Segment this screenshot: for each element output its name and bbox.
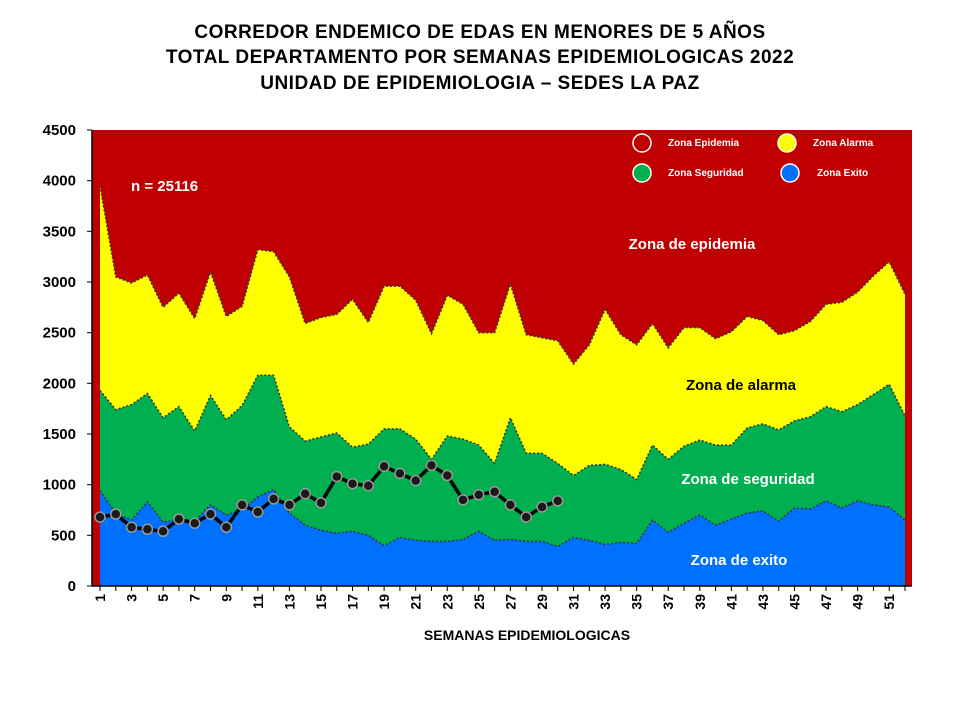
observed-point-week-4 [141, 523, 154, 536]
y-tick-label-1000: 1000 [43, 477, 76, 494]
x-tick-label-41: 41 [723, 594, 739, 610]
observed-point-week-22 [425, 459, 438, 472]
legend: Zona Epidemia Zona Alarma Zona Seguridad Zo… [632, 133, 874, 183]
y-tick-label-2500: 2500 [43, 325, 76, 342]
plot-area [92, 130, 912, 586]
x-tick-label-19: 19 [376, 594, 392, 610]
legend-label-2: Zona Seguridad [668, 168, 744, 179]
zone-alarma-boundary [99, 185, 906, 366]
y-tick-label-500: 500 [51, 527, 76, 544]
y-tick-label-2000: 2000 [43, 375, 76, 392]
legend-marker-0 [632, 133, 652, 153]
observed-point-week-26 [488, 486, 501, 498]
x-tick-label-37: 37 [660, 594, 676, 610]
y-tick-label-3000: 3000 [43, 274, 76, 291]
chart-title-line-2: TOTAL DEPARTAMENTO POR SEMANAS EPIDEMIOL… [165, 47, 795, 68]
observed-point-week-16 [331, 470, 343, 483]
observed-point-week-13 [283, 499, 296, 511]
observed-point-week-24 [457, 494, 469, 506]
x-tick-label-1: 1 [92, 594, 108, 602]
observed-point-week-23 [441, 469, 454, 482]
x-tick-label-5: 5 [155, 594, 171, 602]
y-tick-label-4500: 4500 [43, 122, 76, 139]
observed-point-week-8 [204, 508, 217, 520]
x-tick-label-29: 29 [534, 594, 550, 610]
legend-marker-3 [780, 163, 800, 183]
x-tick-label-21: 21 [408, 594, 424, 610]
chart-title-line-3: UNIDAD DE EPIDEMIOLOGIA – SEDES LA PAZ [260, 73, 700, 94]
y-tick-label-1500: 1500 [43, 426, 76, 443]
zone-exito-boundary [99, 488, 906, 548]
x-axis-label: SEMANAS EPIDEMIOLOGICAS [424, 627, 630, 643]
sample-size-annotation: n = 25116 [131, 178, 198, 195]
observed-point-week-12 [267, 493, 280, 505]
y-tick-label-4000: 4000 [43, 173, 76, 190]
zone-label-exito: Zona de exito [691, 552, 788, 569]
zone-seguridad-boundary [99, 374, 906, 481]
observed-point-week-30 [551, 495, 564, 507]
observed-point-week-25 [473, 489, 485, 501]
observed-point-week-6 [173, 513, 185, 525]
observed-point-week-9 [220, 521, 233, 533]
zone-label-epidemia: Zona de epidemia [629, 236, 756, 253]
observed-point-week-5 [157, 525, 169, 538]
x-tick-label-7: 7 [187, 594, 203, 602]
observed-point-week-2 [110, 508, 122, 520]
x-tick-label-45: 45 [787, 594, 803, 610]
zone-labels: Zona de epidemia Zona de alarma Zona de … [131, 178, 815, 569]
observed-point-week-10 [236, 499, 248, 511]
observed-point-week-29 [536, 501, 548, 513]
x-tick-label-33: 33 [597, 594, 613, 610]
zone-label-seguridad: Zona de seguridad [681, 471, 814, 488]
legend-marker-2 [632, 163, 652, 183]
observed-point-week-14 [299, 488, 311, 500]
x-tick-label-31: 31 [566, 594, 582, 610]
x-tick-label-15: 15 [313, 594, 329, 610]
x-tick-label-25: 25 [471, 594, 487, 610]
observed-point-week-21 [409, 474, 422, 487]
legend-label-0: Zona Epidemia [668, 138, 740, 149]
x-tick-label-27: 27 [502, 594, 518, 610]
x-tick-label-23: 23 [439, 594, 455, 610]
y-tick-label-3500: 3500 [43, 223, 76, 240]
legend-marker-1 [777, 133, 797, 153]
observed-point-week-28 [520, 511, 532, 523]
x-tick-label-47: 47 [818, 594, 834, 610]
observed-point-week-7 [188, 517, 201, 529]
observed-point-week-15 [315, 497, 327, 509]
observed-point-week-11 [252, 506, 264, 518]
x-tick-label-9: 9 [218, 594, 234, 602]
x-tick-label-3: 3 [124, 594, 140, 602]
chart-title-line-1: CORREDOR ENDEMICO DE EDAS EN MENORES DE … [194, 22, 766, 43]
observed-point-week-3 [125, 521, 138, 533]
legend-label-3: Zona Exito [817, 168, 868, 179]
x-tick-label-13: 13 [281, 594, 297, 610]
x-tick-label-43: 43 [755, 594, 771, 610]
x-tick-label-11: 11 [250, 594, 266, 609]
y-tick-label-0: 0 [68, 578, 76, 595]
x-tick-label-17: 17 [345, 594, 361, 610]
x-tick-label-39: 39 [692, 594, 708, 610]
observed-point-week-1 [94, 511, 106, 523]
zone-label-alarma: Zona de alarma [686, 377, 797, 394]
zone-exito-area [100, 489, 905, 586]
x-tick-label-49: 49 [850, 594, 866, 610]
x-tick-label-51: 51 [881, 594, 897, 610]
observed-point-week-27 [504, 499, 517, 511]
observed-point-week-17 [346, 477, 359, 490]
observed-point-week-20 [394, 467, 406, 480]
legend-label-1: Zona Alarma [813, 138, 874, 149]
x-tick-label-35: 35 [629, 594, 645, 610]
observed-point-week-18 [362, 479, 375, 492]
observed-point-week-19 [378, 460, 390, 473]
